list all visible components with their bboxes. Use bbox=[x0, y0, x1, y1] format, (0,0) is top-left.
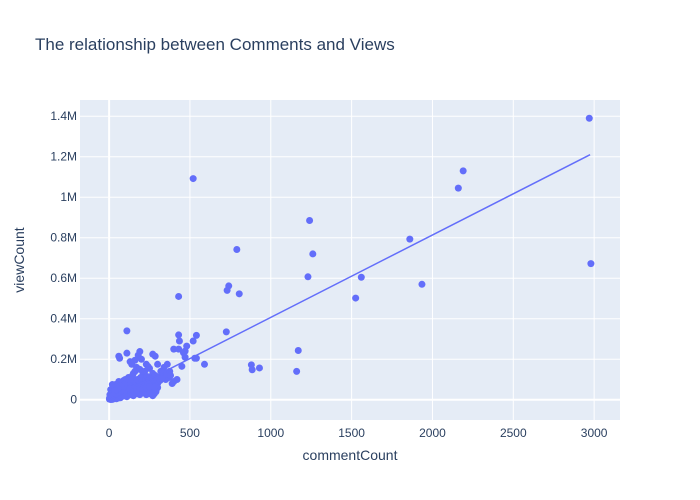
x-tick-label: 1500 bbox=[338, 426, 365, 440]
data-point bbox=[116, 354, 124, 362]
data-point bbox=[294, 347, 302, 355]
data-point bbox=[352, 294, 360, 302]
trendline bbox=[108, 154, 591, 401]
data-point bbox=[192, 331, 200, 339]
y-axis-title: viewCount bbox=[11, 227, 27, 292]
data-point bbox=[222, 328, 230, 336]
chart-title: The relationship between Comments and Vi… bbox=[35, 35, 395, 54]
data-point bbox=[167, 371, 175, 379]
y-tick-label: 0.4M bbox=[50, 312, 77, 326]
data-point bbox=[158, 374, 166, 382]
x-axis-title: commentCount bbox=[303, 447, 398, 463]
data-point bbox=[154, 360, 162, 368]
x-tick-label: 2000 bbox=[419, 426, 446, 440]
data-point bbox=[255, 364, 263, 372]
data-point bbox=[181, 353, 189, 361]
y-tick-label: 0.6M bbox=[50, 271, 77, 285]
data-point bbox=[189, 175, 197, 183]
data-point bbox=[418, 280, 426, 288]
data-point bbox=[587, 260, 595, 268]
data-point bbox=[178, 362, 186, 370]
data-point bbox=[137, 355, 145, 363]
data-point bbox=[309, 250, 317, 258]
data-point bbox=[406, 235, 414, 243]
data-point bbox=[293, 367, 301, 375]
x-axis-ticks: 0 500 1000 1500 2000 2500 3000 bbox=[106, 426, 608, 440]
data-point bbox=[454, 184, 462, 192]
y-axis-ticks: 0 0.2M 0.4M 0.6M 0.8M 1M 1.2M 1.4M bbox=[50, 109, 77, 407]
y-tick-label: 1M bbox=[60, 190, 77, 204]
data-point bbox=[585, 114, 593, 122]
data-point bbox=[146, 383, 154, 391]
data-point bbox=[175, 337, 183, 345]
data-point bbox=[144, 362, 152, 370]
data-point bbox=[459, 167, 467, 175]
data-point bbox=[175, 345, 183, 353]
x-tick-label: 2500 bbox=[500, 426, 527, 440]
data-point bbox=[304, 273, 312, 281]
data-point bbox=[235, 290, 243, 298]
y-tick-label: 1.4M bbox=[50, 109, 77, 123]
data-point bbox=[123, 327, 131, 335]
data-point bbox=[233, 245, 241, 253]
data-point bbox=[141, 367, 149, 375]
x-tick-label: 0 bbox=[106, 426, 113, 440]
data-point bbox=[189, 337, 197, 345]
data-point bbox=[175, 292, 183, 300]
y-tick-label: 0.8M bbox=[50, 231, 77, 245]
x-tick-label: 1000 bbox=[257, 426, 284, 440]
data-point bbox=[248, 366, 256, 374]
data-point bbox=[150, 383, 158, 391]
data-point bbox=[223, 286, 231, 294]
data-point bbox=[123, 349, 131, 357]
data-point bbox=[306, 217, 314, 225]
y-tick-label: 1.2M bbox=[50, 150, 77, 164]
data-point bbox=[170, 378, 178, 386]
plot-area bbox=[80, 100, 620, 420]
data-point bbox=[151, 352, 159, 360]
x-tick-label: 3000 bbox=[581, 426, 608, 440]
data-point bbox=[357, 273, 365, 281]
grid-lines bbox=[80, 100, 620, 420]
data-point bbox=[170, 345, 178, 353]
data-points bbox=[105, 114, 595, 404]
data-point bbox=[200, 360, 208, 368]
x-tick-label: 500 bbox=[180, 426, 200, 440]
data-point bbox=[175, 331, 183, 339]
trendline-group bbox=[108, 154, 591, 401]
y-tick-label: 0 bbox=[70, 393, 77, 407]
y-tick-label: 0.2M bbox=[50, 352, 77, 366]
